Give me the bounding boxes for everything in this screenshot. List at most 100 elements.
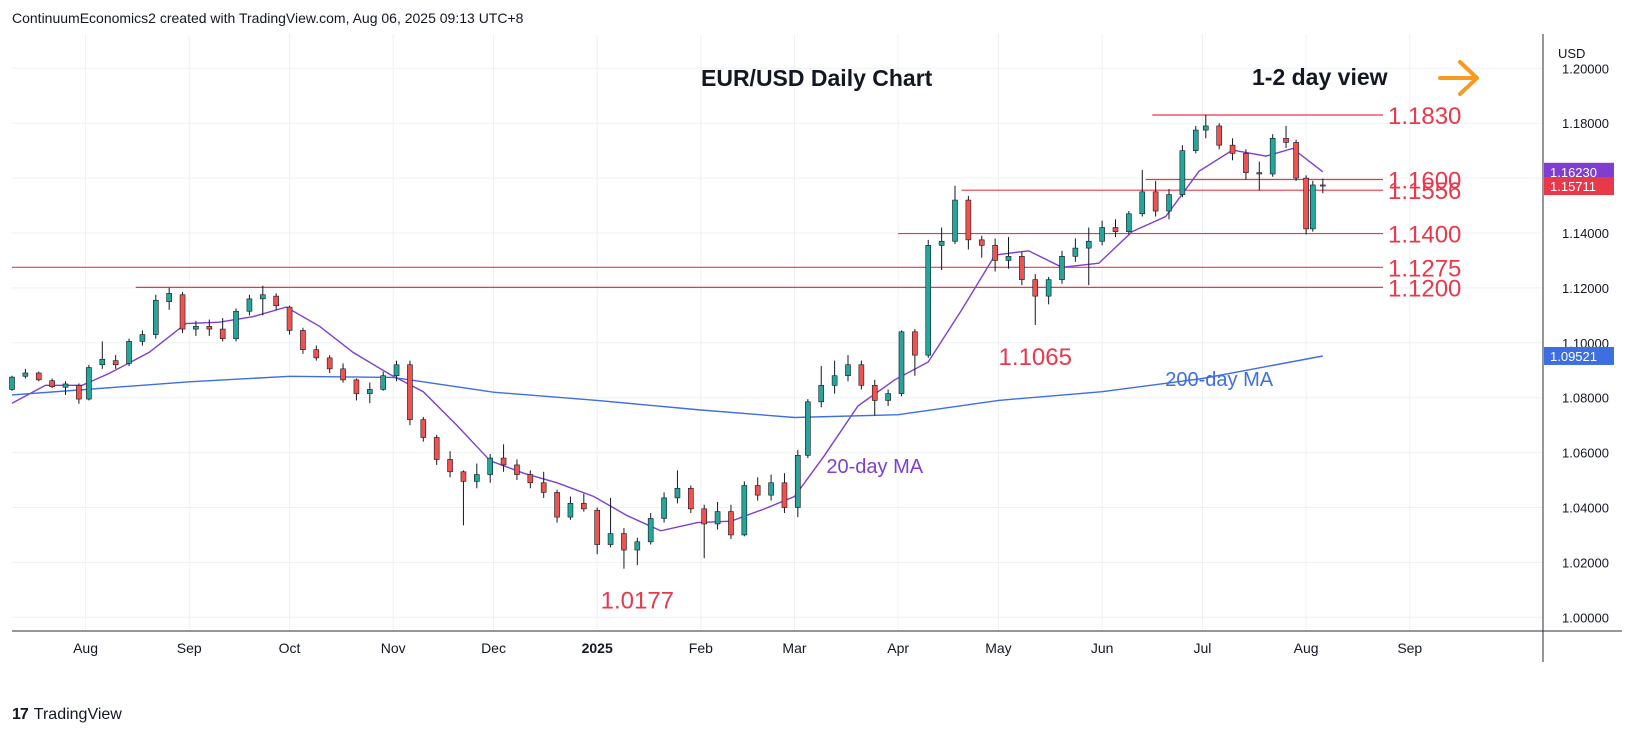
candle-body [554,492,560,518]
price-badge-current: 1.15711 [1544,177,1614,196]
x-tick-label: Apr [887,640,909,656]
candle [661,492,667,523]
grid [12,34,1543,631]
candle-body [126,341,132,364]
tradingview-footer[interactable]: 17 TradingView [12,706,122,724]
candle [487,453,493,483]
candle [688,485,694,513]
y-tick-label: 1.06000 [1562,446,1609,461]
candle-body [1320,184,1326,187]
candle-body [474,474,480,482]
candle [233,308,239,342]
candle-body [313,349,320,359]
candle [1139,169,1146,217]
candle [912,329,918,376]
candle [607,497,614,548]
candle [885,389,891,406]
candle [634,537,641,566]
candle-body [1269,138,1276,175]
candle-body [99,358,106,366]
candle-body [1293,142,1299,179]
candle-body [487,457,493,475]
candle [795,449,801,518]
candle [978,235,985,258]
candle-body [661,497,667,519]
y-tick-label: 1.04000 [1562,500,1609,515]
candle-body [166,293,172,302]
candle-body [1005,256,1012,261]
candle [393,360,400,382]
ma-line [11,147,1324,532]
candle [1310,180,1316,232]
y-tick-label: 1.08000 [1562,391,1609,406]
candle-body [259,294,266,300]
candle-body [62,383,69,388]
candle [273,293,279,310]
annotation-label: 200-day MA [1165,369,1273,391]
candle-body [139,334,146,342]
level-label: 1.1830 [1388,103,1461,130]
annotation-label: 20-day MA [826,456,923,478]
candle-body [978,239,985,246]
candle [728,504,734,540]
candle-body [1126,213,1132,232]
candle [1126,211,1132,235]
candle-body [206,326,213,330]
tradingview-brand: TradingView [33,706,122,723]
candle-body [831,375,838,386]
candle [49,378,55,389]
candle-body [233,310,239,339]
x-tick-label: Jul [1193,640,1211,656]
time-axis[interactable]: Aug Sep Oct Nov Dec 2025 Feb Mar Apr May Jun Jul Aug… [73,640,1422,656]
candle-body [193,326,199,330]
candle [581,493,587,512]
candle-body [845,364,851,377]
y-tick-label: 1.02000 [1562,555,1609,570]
candle-body [112,360,119,366]
candle-body [1256,172,1263,175]
candle [858,360,865,390]
candle-body [514,464,520,475]
candle-body [1310,184,1316,230]
moving-averages [11,147,1324,532]
candle-body [1045,279,1052,297]
candle-body [647,518,654,543]
candle [166,287,172,310]
candle-body [86,367,92,400]
candle [965,195,972,250]
candle-body [1019,256,1025,280]
chart-labels: EUR/USD Daily Chart 1-2 day view [701,60,1479,96]
price-axis[interactable]: USD 1.200001.180001.160001.140001.120001… [1558,46,1609,625]
candle [540,471,547,498]
y-tick-label: 1.00000 [1562,610,1609,625]
x-tick-label: Aug [1294,640,1319,656]
candle [300,327,306,354]
candle-body [634,541,641,551]
candle-body [741,485,748,536]
arrow-right-icon [1438,60,1479,96]
candle-body [621,533,627,551]
candle [1269,134,1276,177]
candle-body [781,482,788,508]
candle [460,470,467,526]
x-tick-label: Oct [279,640,301,656]
candle-body [152,299,159,335]
candle [474,463,480,489]
candle-body [1032,279,1039,297]
candle [845,355,851,382]
candle [1216,123,1222,150]
level-label: 1.1275 [1388,255,1461,282]
candles [9,114,1326,569]
price-badge-label: 1.16230 [1550,165,1597,180]
candle [380,371,386,391]
candle [1283,125,1289,148]
candle [246,294,253,316]
candle-body [1229,144,1236,154]
view-label: 1-2 day view [1252,64,1388,90]
candle [594,507,600,555]
candle [1059,250,1065,284]
candle [1045,276,1052,305]
candle-body [1072,247,1079,257]
chart-title: EUR/USD Daily Chart [701,65,933,91]
